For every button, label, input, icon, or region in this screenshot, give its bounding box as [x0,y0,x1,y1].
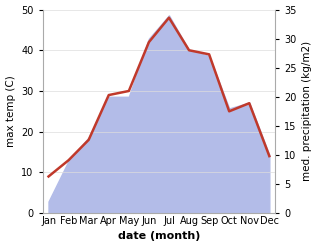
Y-axis label: med. precipitation (kg/m2): med. precipitation (kg/m2) [302,41,313,181]
Y-axis label: max temp (C): max temp (C) [5,75,16,147]
X-axis label: date (month): date (month) [118,231,200,242]
